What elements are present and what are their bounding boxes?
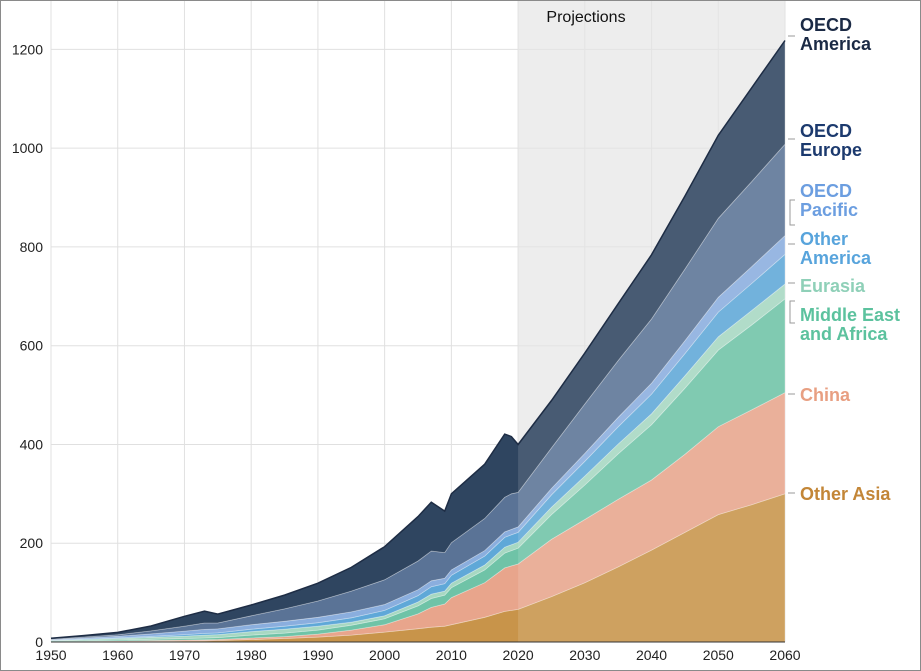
y-tick-label: 400 bbox=[20, 436, 44, 452]
y-tick-label: 1200 bbox=[12, 41, 43, 57]
series-label: America bbox=[800, 34, 872, 54]
x-tick-label: 1980 bbox=[236, 647, 267, 663]
x-tick-label: 2040 bbox=[636, 647, 667, 663]
series-label: Other bbox=[800, 229, 848, 249]
x-tick-label: 1990 bbox=[302, 647, 333, 663]
y-tick-label: 1000 bbox=[12, 140, 43, 156]
mea-bracket bbox=[789, 300, 795, 324]
x-tick-label: 2060 bbox=[769, 647, 800, 663]
y-tick-label: 600 bbox=[20, 338, 44, 354]
total-outline bbox=[50, 40, 786, 640]
series-label: OECD bbox=[800, 121, 852, 141]
x-tick-label: 1960 bbox=[102, 647, 133, 663]
x-tick-label: 1970 bbox=[169, 647, 200, 663]
series-label: OECD bbox=[800, 181, 852, 201]
series-label: Eurasia bbox=[800, 276, 866, 296]
pacific-bracket bbox=[789, 199, 795, 226]
area-china bbox=[50, 391, 786, 643]
x-tick-label: 2010 bbox=[436, 647, 467, 663]
series-label: America bbox=[800, 248, 872, 268]
x-tick-label: 2050 bbox=[703, 647, 734, 663]
x-tick-label: 2020 bbox=[503, 647, 534, 663]
series-label: and Africa bbox=[800, 324, 888, 344]
series-label: China bbox=[800, 385, 851, 405]
series-label: Middle East bbox=[800, 305, 900, 325]
projection-overlay bbox=[518, 1, 785, 642]
y-tick-label: 200 bbox=[20, 535, 44, 551]
series-label: Europe bbox=[800, 140, 862, 160]
y-tick-label: 0 bbox=[35, 634, 43, 650]
x-tick-label: 2000 bbox=[369, 647, 400, 663]
x-tick-label: 2030 bbox=[569, 647, 600, 663]
y-tick-label: 800 bbox=[20, 239, 44, 255]
series-label: Other Asia bbox=[800, 484, 891, 504]
x-tick-label: 1950 bbox=[35, 647, 66, 663]
projections-label: Projections bbox=[546, 9, 625, 26]
series-label: OECD bbox=[800, 15, 852, 35]
series-label: Pacific bbox=[800, 200, 858, 220]
area-middle-east-and-africa bbox=[50, 297, 786, 642]
area-oecd-europe bbox=[50, 143, 786, 641]
